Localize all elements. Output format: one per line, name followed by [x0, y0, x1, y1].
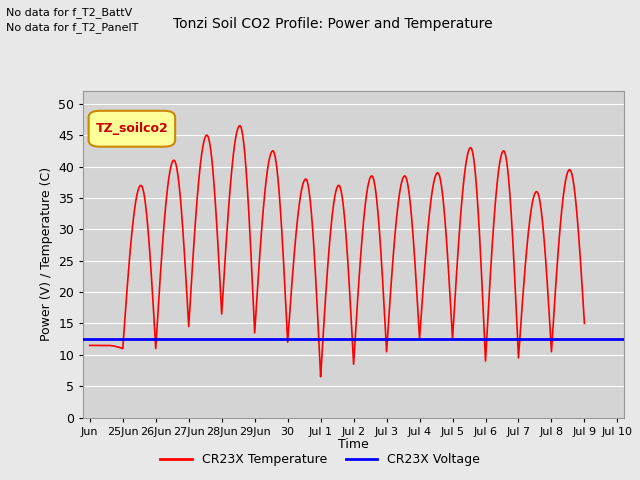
Legend: CR23X Temperature, CR23X Voltage: CR23X Temperature, CR23X Voltage — [156, 448, 484, 471]
FancyBboxPatch shape — [88, 111, 175, 147]
Y-axis label: Power (V) / Temperature (C): Power (V) / Temperature (C) — [40, 168, 52, 341]
Text: No data for f_T2_BattV: No data for f_T2_BattV — [6, 7, 132, 18]
Text: TZ_soilco2: TZ_soilco2 — [95, 122, 168, 135]
Text: Tonzi Soil CO2 Profile: Power and Temperature: Tonzi Soil CO2 Profile: Power and Temper… — [173, 17, 493, 31]
X-axis label: Time: Time — [338, 438, 369, 451]
Text: No data for f_T2_PanelT: No data for f_T2_PanelT — [6, 22, 139, 33]
